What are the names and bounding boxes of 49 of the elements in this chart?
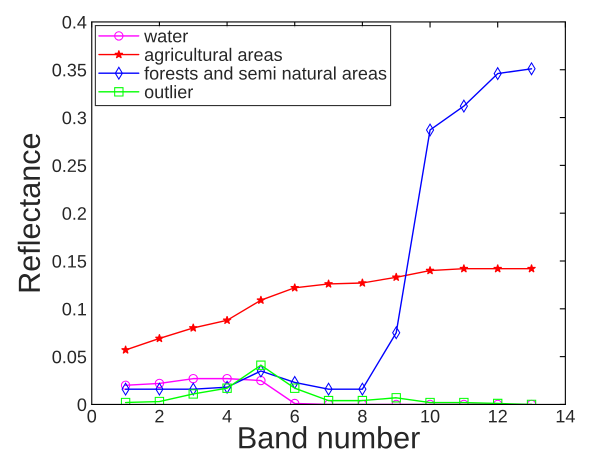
point (459, 264, 468, 273)
y-tick-label: 0.35 (52, 64, 86, 76)
point (426, 266, 435, 274)
y-tick-label: 0.4 (62, 16, 86, 29)
x-tick-label: 12 (489, 410, 507, 422)
point (222, 316, 232, 324)
x-tick-label: 10 (421, 410, 440, 423)
point (392, 272, 401, 282)
x-tick-label: 0 (87, 410, 96, 423)
y-tick-label: 0 (78, 398, 86, 412)
point (188, 374, 198, 384)
point (154, 334, 164, 342)
point (222, 384, 232, 393)
y-axis-title: Reflectance (18, 134, 40, 292)
y-tick-label: 0.2 (62, 207, 86, 220)
point (154, 396, 164, 404)
point (256, 376, 266, 386)
y-tick-label: 0.05 (52, 350, 86, 364)
legend-label: water (144, 30, 188, 42)
point (358, 396, 368, 404)
point (120, 380, 130, 390)
x-tick-label: 8 (358, 410, 367, 423)
point (290, 384, 300, 393)
point (527, 264, 536, 273)
point (324, 396, 334, 404)
x-tick-label: 14 (556, 410, 575, 422)
x-tick-label: 4 (222, 410, 232, 422)
legend-label: agricultural areas (144, 48, 282, 65)
point (256, 296, 266, 304)
y-tick-label: 0.25 (52, 159, 86, 172)
legend-label: outlier (144, 85, 193, 98)
point (392, 393, 401, 402)
x-axis-title: Band number (239, 426, 420, 449)
x-tick-label: 2 (155, 410, 164, 422)
legend-label: forests and semi natural areas (144, 66, 386, 80)
point (222, 374, 232, 384)
point (154, 378, 164, 388)
point (188, 323, 198, 332)
y-tick-label: 0.15 (52, 254, 86, 268)
point (188, 389, 198, 399)
point (290, 283, 300, 292)
point (493, 264, 502, 273)
y-tick-label: 0.1 (62, 302, 86, 316)
point (256, 360, 266, 370)
point (324, 279, 334, 288)
y-tick-label: 0.3 (62, 112, 86, 124)
point (121, 345, 130, 354)
x-tick-label: 6 (290, 410, 299, 423)
point (358, 278, 367, 287)
